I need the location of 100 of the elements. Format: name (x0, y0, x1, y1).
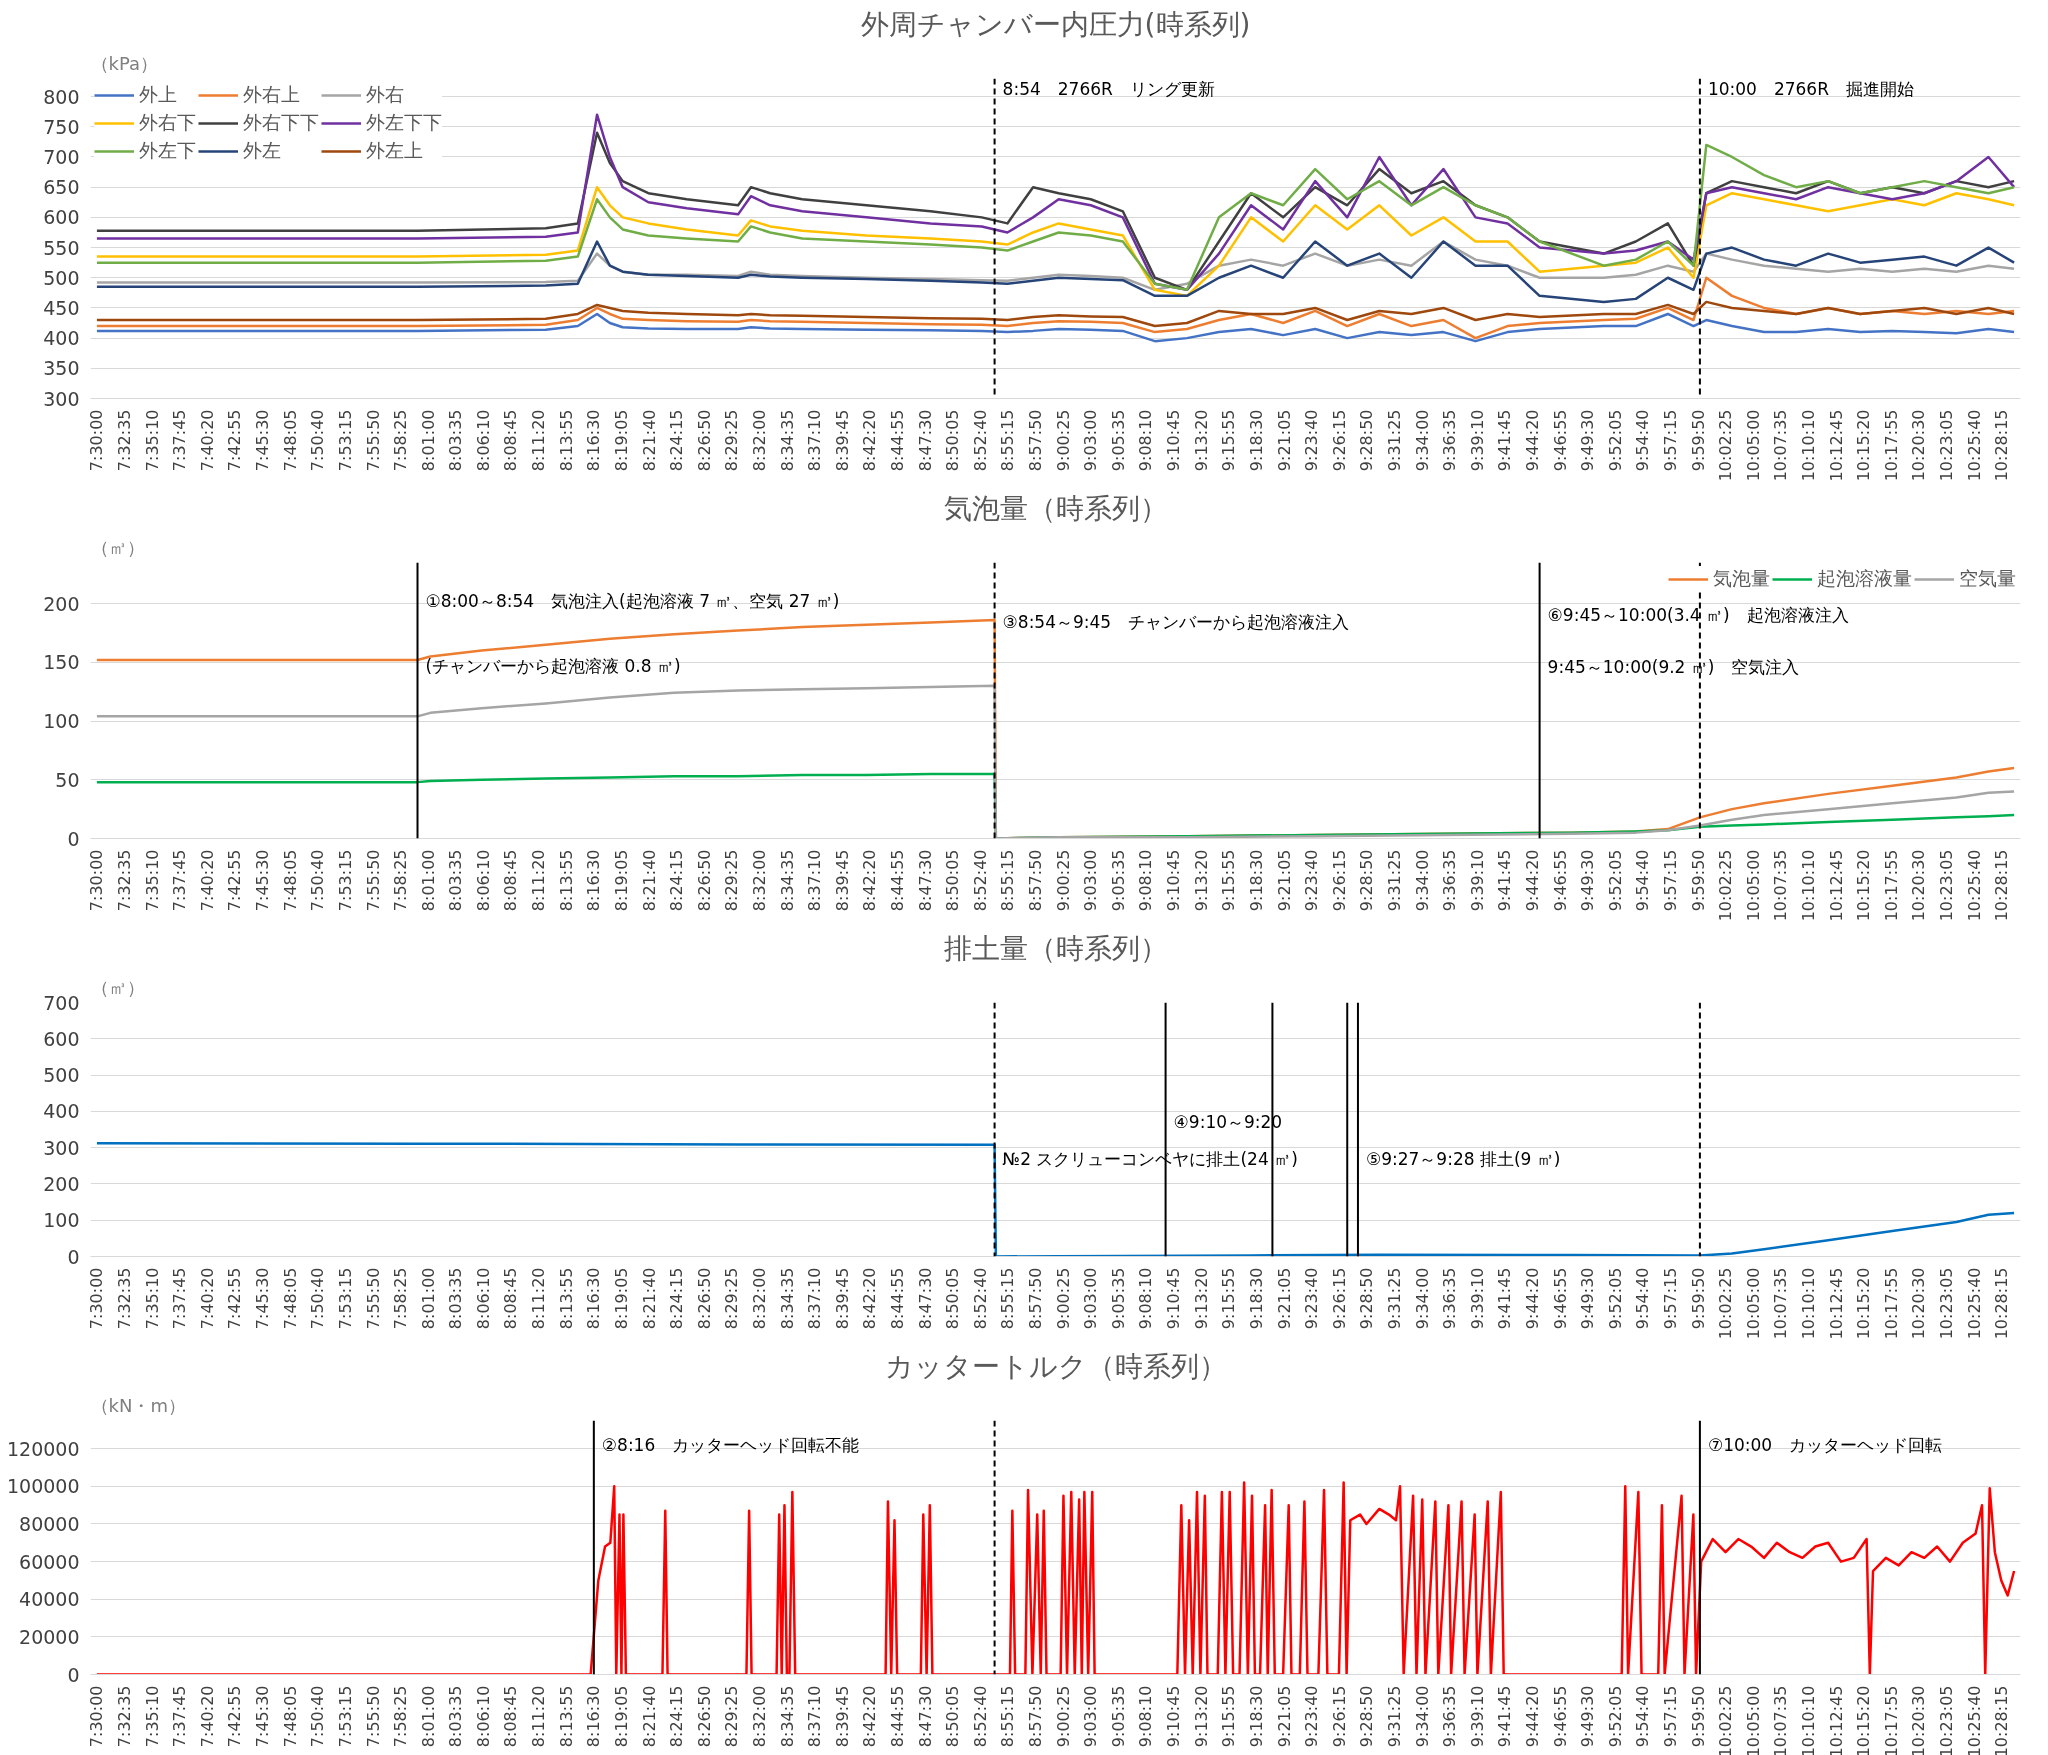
x-tick-label: 9:54:40 (1633, 1685, 1653, 1748)
x-tick-label: 9:36:35 (1440, 849, 1460, 912)
x-tick-label: 8:11:20 (529, 409, 549, 472)
x-tick-label: 8:44:55 (888, 849, 908, 912)
line-series (95, 312, 2016, 343)
y-tick-label: 120000 (6, 1437, 80, 1460)
y-tick-label: 100 (43, 710, 80, 733)
x-tick-label: 9:49:30 (1578, 1685, 1598, 1748)
x-tick-label: 8:13:55 (556, 849, 576, 912)
x-tick-label: 9:13:20 (1191, 1685, 1211, 1748)
x-tick-label: 7:37:45 (170, 849, 190, 912)
x-tick-label: 9:34:00 (1412, 1685, 1432, 1748)
x-tick-label: 10:05:00 (1743, 409, 1763, 482)
x-tick-label: 10:02:25 (1716, 849, 1736, 922)
y-tick-label: 350 (43, 357, 80, 380)
x-tick-label: 8:44:55 (888, 1685, 908, 1748)
x-tick-label: 9:57:15 (1661, 1685, 1681, 1748)
x-tick-label: 9:59:50 (1688, 1267, 1708, 1330)
x-tick-label: 8:26:50 (694, 1685, 714, 1748)
annotation: ②8:16 カッターヘッド回転不能 (601, 1434, 860, 1455)
x-tick-label: 8:21:40 (639, 849, 659, 912)
x-tick-label: 7:45:30 (253, 1685, 273, 1748)
x-tick-label: 10:23:05 (1937, 849, 1957, 922)
x-tick-label: 8:24:15 (667, 409, 687, 472)
x-tick-label: 10:12:45 (1826, 1685, 1846, 1755)
x-tick-label: 8:26:50 (694, 409, 714, 472)
x-tick-label: 10:17:55 (1881, 1685, 1901, 1755)
y-tick-label: 80000 (19, 1512, 80, 1535)
x-tick-label: 9:08:10 (1136, 1685, 1156, 1748)
x-tick-label: 8:19:05 (611, 409, 631, 472)
legend-label: 気泡量 (1713, 566, 1770, 591)
x-tick-label: 9:49:30 (1578, 409, 1598, 472)
x-tick-label: 7:48:05 (280, 1267, 300, 1330)
x-tick-label: 8:47:30 (915, 1267, 935, 1330)
x-tick-label: 8:19:05 (611, 849, 631, 912)
annotation: ③8:54～9:45 チャンバーから起泡溶液注入 (1002, 612, 1350, 633)
x-tick-label: 10:20:30 (1909, 1685, 1929, 1755)
x-tick-label: 8:13:55 (556, 1267, 576, 1330)
x-tick-label: 8:24:15 (667, 849, 687, 912)
line-series (95, 1481, 2016, 1675)
x-tick-label: 9:26:15 (1329, 849, 1349, 912)
x-tick-label: 9:44:20 (1522, 849, 1542, 912)
x-tick-label: 8:29:25 (722, 849, 742, 912)
x-tick-label: 7:50:40 (308, 1267, 328, 1330)
x-tick-label: 7:42:55 (225, 409, 245, 472)
x-tick-label: 9:36:35 (1440, 1685, 1460, 1748)
y-tick-label: 50 (55, 768, 80, 791)
x-tick-label: 8:34:35 (777, 409, 797, 472)
y-tick-label: 300 (43, 1136, 80, 1159)
x-tick-label: 9:28:50 (1357, 849, 1377, 912)
x-tick-label: 7:53:15 (335, 849, 355, 912)
x-tick-label: 9:57:15 (1661, 849, 1681, 912)
legend-label: 空気量 (1959, 566, 2016, 591)
x-tick-label: 8:39:45 (832, 1685, 852, 1748)
x-tick-label: 9:31:25 (1384, 1685, 1404, 1748)
x-tick-label: 9:28:50 (1357, 409, 1377, 472)
x-tick-label: 10:05:00 (1743, 849, 1763, 922)
x-tick-label: 8:37:10 (805, 1267, 825, 1330)
x-tick-label: 7:50:40 (308, 409, 328, 472)
x-tick-label: 9:13:20 (1191, 1267, 1211, 1330)
legend-label: 外左上 (366, 138, 423, 163)
x-tick-label: 9:15:55 (1219, 1267, 1239, 1330)
x-tick-label: 8:08:45 (501, 849, 521, 912)
x-tick-label: 9:08:10 (1136, 1267, 1156, 1330)
x-tick-label: 9:23:40 (1302, 849, 1322, 912)
x-tick-label: 9:57:15 (1661, 1267, 1681, 1330)
x-tick-label: 9:10:45 (1164, 409, 1184, 472)
x-tick-label: 9:18:30 (1246, 409, 1266, 472)
x-tick-label: 8:52:40 (970, 1685, 990, 1748)
x-tick-label: 8:29:25 (722, 1685, 742, 1748)
x-tick-label: 8:42:20 (860, 1685, 880, 1748)
x-tick-label: 9:39:10 (1467, 409, 1487, 472)
chart-title: 外周チャンバー内圧力(時系列) (860, 7, 1251, 41)
x-tick-label: 9:49:30 (1578, 849, 1598, 912)
x-tick-label: 7:37:45 (170, 1267, 190, 1330)
x-tick-label: 10:05:00 (1743, 1267, 1763, 1340)
x-tick-label: 7:32:35 (115, 849, 135, 912)
x-tick-label: 10:12:45 (1826, 1267, 1846, 1340)
x-tick-label: 9:39:10 (1467, 849, 1487, 912)
x-tick-label: 7:30:00 (87, 849, 107, 912)
x-tick-label: 8:08:45 (501, 1685, 521, 1748)
x-tick-label: 10:15:20 (1854, 1685, 1874, 1755)
x-tick-label: 8:32:00 (749, 849, 769, 912)
x-tick-label: 8:13:55 (556, 409, 576, 472)
x-tick-label: 10:25:40 (1964, 1267, 1984, 1340)
x-tick-label: 7:45:30 (253, 1267, 273, 1330)
x-tick-label: 9:34:00 (1412, 409, 1432, 472)
y-tick-label: 500 (43, 266, 80, 289)
x-tick-label: 8:21:40 (639, 1267, 659, 1330)
x-tick-label: 10:25:40 (1964, 409, 1984, 482)
x-tick-label: 10:15:20 (1854, 849, 1874, 922)
x-tick-label: 7:32:35 (115, 1685, 135, 1748)
x-tick-label: 8:50:05 (943, 1267, 963, 1330)
x-tick-label: 9:28:50 (1357, 1267, 1377, 1330)
x-tick-label: 9:41:45 (1495, 1685, 1515, 1748)
x-tick-label: 8:50:05 (943, 409, 963, 472)
x-tick-label: 8:29:25 (722, 409, 742, 472)
x-tick-label: 7:32:35 (115, 1267, 135, 1330)
x-tick-label: 7:50:40 (308, 1685, 328, 1748)
x-tick-label: 8:42:20 (860, 849, 880, 912)
